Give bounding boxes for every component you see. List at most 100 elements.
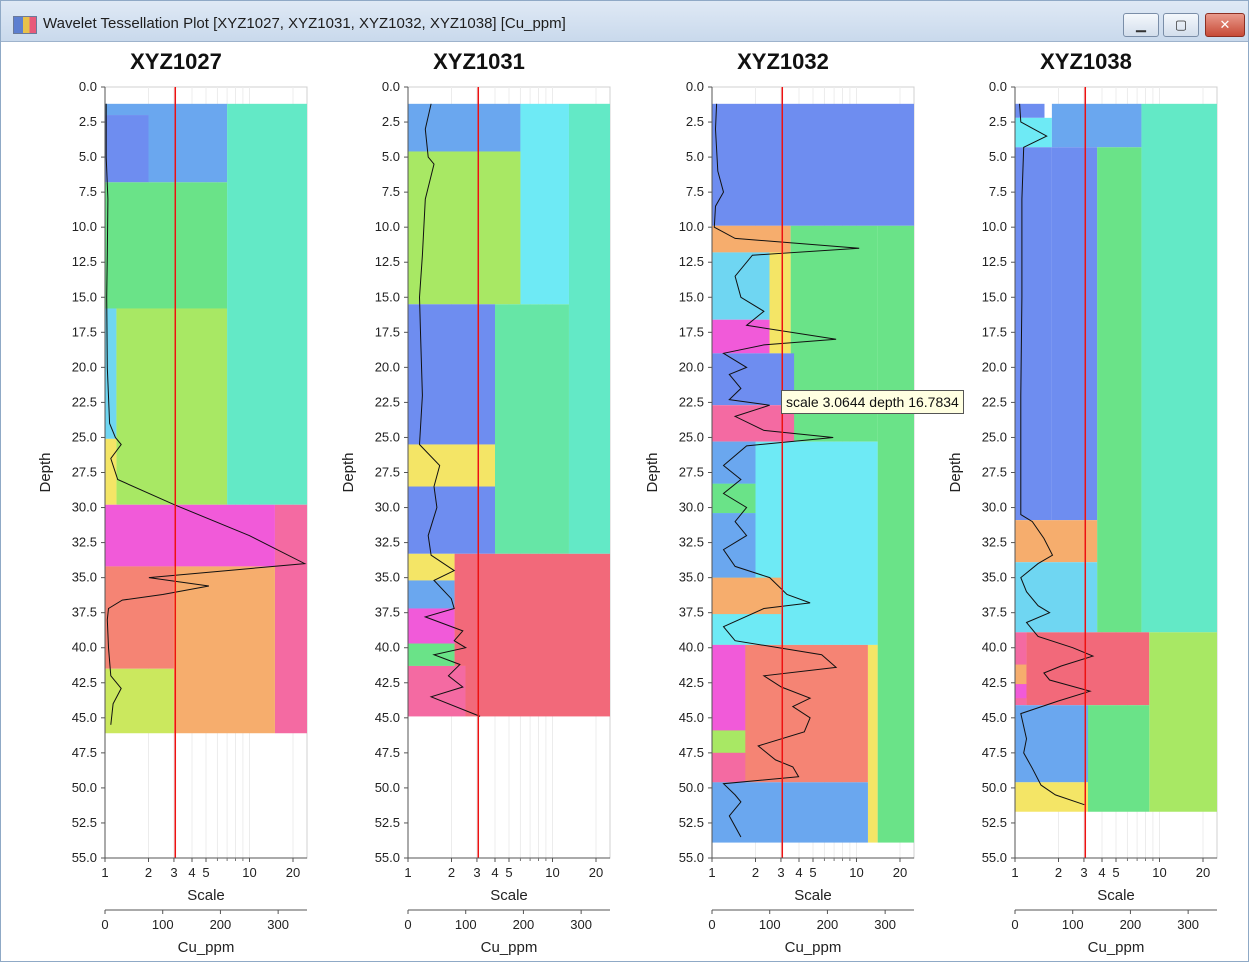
tessellation-block (1051, 147, 1098, 521)
depth-tick-label: 35.0 (679, 570, 704, 585)
cu-tick-label: 0 (404, 917, 411, 932)
cu-tick-label: 200 (1120, 917, 1142, 932)
tessellation-block (408, 151, 521, 305)
maximize-icon: ▢ (1174, 17, 1188, 32)
depth-tick-label: 25.0 (679, 429, 704, 444)
depth-tick-label: 22.5 (679, 394, 704, 409)
tessellation-block (712, 644, 746, 731)
minimize-button[interactable]: ▁ (1123, 13, 1159, 37)
app-chart-icon (13, 16, 37, 34)
cu-tick-label: 0 (1011, 917, 1018, 932)
cu-tick-label: 300 (267, 917, 289, 932)
depth-tick-label: 45.0 (375, 710, 400, 725)
tessellation-block (1015, 664, 1027, 685)
depth-tick-label: 20.0 (72, 359, 97, 374)
tessellation-block (712, 782, 868, 843)
scale-tick-label: 20 (893, 865, 907, 880)
depth-tick-label: 15.0 (72, 289, 97, 304)
scale-tick-label: 20 (589, 865, 603, 880)
tessellation-block (1015, 520, 1098, 563)
scale-tick-label: 1 (404, 865, 411, 880)
depth-tick-label: 45.0 (72, 710, 97, 725)
chart-panel-xyz1031: XYZ1031 0.0 2.5 5.0 7.5 10.0 12.5 15.0 17.5 20.0 2… (340, 49, 611, 956)
cu-tick-label: 0 (101, 917, 108, 932)
depth-tick-label: 7.5 (382, 184, 400, 199)
depth-tick-label: 30.0 (679, 500, 704, 515)
tessellation-block (148, 103, 228, 183)
depth-tick-label: 12.5 (375, 254, 400, 269)
tessellation-block (105, 182, 228, 309)
wavelet-charts-svg[interactable]: XYZ10270.02.55.07.510.012.515.017.520.02… (1, 41, 1249, 963)
close-button[interactable]: ✕ (1205, 13, 1245, 37)
depth-tick-label: 15.0 (679, 289, 704, 304)
depth-tick-label: 52.5 (72, 815, 97, 830)
tessellation-block (1015, 782, 1088, 812)
cu-tick-label: 200 (513, 917, 535, 932)
tessellation-block (105, 438, 117, 505)
depth-tick-label: 25.0 (982, 429, 1007, 444)
scale-axis-label: Scale (1097, 887, 1135, 904)
depth-tick-label: 55.0 (375, 850, 400, 865)
depth-tick-label: 12.5 (982, 254, 1007, 269)
depth-tick-label: 15.0 (375, 289, 400, 304)
depth-tick-label: 5.0 (382, 149, 400, 164)
tessellation-block (712, 441, 756, 484)
depth-tick-label: 20.0 (375, 359, 400, 374)
depth-tick-label: 37.5 (72, 605, 97, 620)
scale-tick-label: 5 (1112, 865, 1119, 880)
tessellation-block (877, 225, 914, 843)
tessellation-block (105, 504, 275, 567)
tessellation-block (520, 103, 569, 305)
cu-tick-label: 100 (152, 917, 174, 932)
tessellation-block (408, 553, 455, 581)
depth-tick-label: 55.0 (679, 850, 704, 865)
tessellation-block (1015, 562, 1098, 633)
cu-ppm-line (713, 103, 860, 838)
depth-tick-label: 20.0 (982, 359, 1007, 374)
depth-tick-label: 7.5 (989, 184, 1007, 199)
chart-panel-xyz1032: XYZ1032 0.0 2.5 5.0 7.5 10.0 12.5 15.0 17.5 20.0 2… (644, 49, 915, 956)
depth-tick-label: 42.5 (375, 675, 400, 690)
depth-tick-label: 27.5 (375, 465, 400, 480)
window-title: Wavelet Tessellation Plot [XYZ1027, XYZ1… (43, 15, 566, 32)
title-bar[interactable]: Wavelet Tessellation Plot [XYZ1027, XYZ1… (1, 1, 1248, 42)
depth-tick-label: 10.0 (679, 219, 704, 234)
depth-tick-label: 27.5 (72, 465, 97, 480)
depth-tick-label: 10.0 (982, 219, 1007, 234)
depth-tick-label: 47.5 (375, 745, 400, 760)
tessellation-block (712, 752, 746, 783)
depth-tick-label: 2.5 (686, 114, 704, 129)
depth-tick-label: 32.5 (679, 535, 704, 550)
scale-tick-label: 10 (242, 865, 256, 880)
tessellation-block (712, 353, 795, 406)
depth-tick-label: 7.5 (79, 184, 97, 199)
depth-tick-label: 47.5 (982, 745, 1007, 760)
maximize-button[interactable]: ▢ (1163, 13, 1199, 37)
depth-tick-label: 42.5 (72, 675, 97, 690)
tessellation-block (173, 566, 275, 734)
scale-tick-label: 2 (145, 865, 152, 880)
tessellation-block (105, 308, 117, 439)
tessellation-block (568, 103, 610, 554)
depth-axis-label: Depth (37, 452, 54, 492)
depth-tick-label: 0.0 (79, 79, 97, 94)
tessellation-block (454, 553, 466, 666)
close-icon: ✕ (1219, 17, 1231, 32)
depth-tick-label: 27.5 (679, 465, 704, 480)
scale-tick-label: 3 (473, 865, 480, 880)
tessellation-block (712, 405, 795, 442)
depth-axis-label: Depth (340, 452, 357, 492)
cu-axis-label: Cu_ppm (1088, 939, 1145, 956)
tessellation-block (105, 668, 174, 734)
scale-tick-label: 5 (505, 865, 512, 880)
cu-tick-label: 200 (817, 917, 839, 932)
tessellation-block (712, 225, 791, 253)
depth-tick-label: 50.0 (982, 780, 1007, 795)
tessellation-block (494, 304, 569, 554)
scale-axis-label: Scale (490, 887, 528, 904)
tessellation-block (408, 486, 495, 554)
depth-tick-label: 40.0 (72, 640, 97, 655)
tessellation-block (227, 103, 307, 505)
scale-axis-label: Scale (794, 887, 832, 904)
